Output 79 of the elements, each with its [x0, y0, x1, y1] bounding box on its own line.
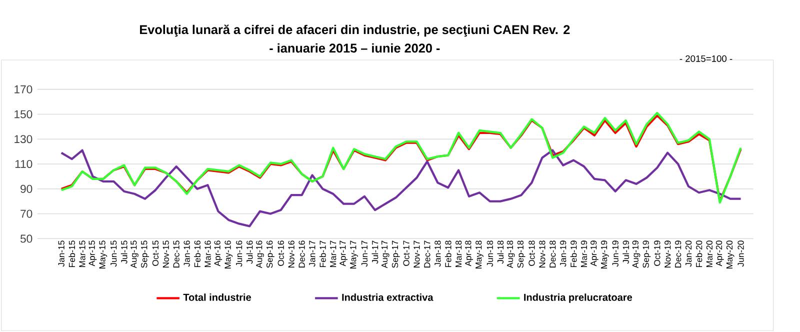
x-tick-label: Sep-19 [642, 240, 651, 268]
y-tick-label: 70 [20, 210, 32, 218]
x-tick-label: Nov-16 [288, 240, 294, 268]
x-tick-label: Mar-18 [456, 240, 462, 267]
x-tick-label: Oct-16 [278, 240, 284, 266]
x-tick-label: Mar-17 [330, 240, 336, 267]
y-tick-label: 50 [20, 234, 32, 243]
x-tick-label: Aug-16 [256, 240, 264, 268]
x-tick-label: Sep-18 [517, 240, 526, 268]
x-tick-label: Jun-17 [361, 240, 368, 267]
x-tick-label: Feb-17 [320, 240, 326, 268]
x-tick-label: Nov-18 [539, 240, 546, 268]
x-tick-label: Jan-17 [309, 240, 316, 267]
x-tick-label: Apr-16 [214, 240, 222, 266]
chart-subtitle: - ianuarie 2015 – iunie 2020 - [270, 43, 440, 53]
x-tick-label: Mar-16 [204, 240, 211, 267]
legend-label: Industria prelucratoare [524, 294, 632, 303]
x-tick-label: May-17 [350, 240, 358, 268]
x-tick-label: Mar-15 [79, 240, 86, 267]
legend-label: Industria extractiva [342, 294, 434, 301]
x-tick-label: Jun-15 [110, 240, 117, 267]
y-tick-label: 150 [14, 110, 32, 118]
y-tick-label: 130 [14, 135, 32, 144]
y-tick-label: 170 [14, 85, 32, 94]
x-tick-label: Jun-16 [236, 240, 242, 267]
x-tick-label: Jun-18 [486, 240, 493, 267]
x-tick-label: Dec-17 [424, 240, 430, 268]
x-tick-label: Dec-19 [675, 240, 682, 268]
x-tick-label: Aug-18 [506, 240, 515, 268]
x-tick-label: May-15 [99, 240, 108, 268]
x-tick-label: Aug-17 [382, 240, 390, 268]
x-tick-label: Dec-15 [173, 240, 180, 268]
x-tick-label: Jan-16 [184, 240, 190, 267]
x-tick-label: Jan-15 [58, 240, 64, 267]
x-tick-label: Mar-19 [580, 240, 588, 267]
x-tick-label: Oct-19 [654, 240, 660, 266]
x-tick-label: Nov-19 [664, 240, 671, 268]
x-tick-label: May-19 [600, 240, 609, 268]
x-tick-label: Nov-17 [414, 240, 420, 268]
x-tick-label: Oct-15 [152, 240, 159, 266]
x-tick-label: Sep-15 [141, 240, 149, 268]
y-tick-label: 110 [15, 160, 32, 168]
x-tick-label: Dec-18 [550, 240, 556, 268]
text: - 2015=100 - [680, 55, 732, 62]
x-tick-label: Oct-17 [403, 240, 410, 266]
x-tick-label: Jun-20 [738, 240, 744, 267]
x-tick-label: Oct-18 [528, 240, 535, 266]
x-tick-label: Jul-16 [246, 240, 253, 264]
x-tick-label: Aug-19 [632, 240, 640, 268]
x-tick-label: Feb-20 [696, 240, 702, 268]
x-tick-label: Jan-18 [434, 240, 441, 267]
x-tick-label: Sep-17 [392, 240, 400, 268]
x-tick-label: May-16 [224, 240, 233, 268]
chart-title: Evoluţia lunară a cifrei de afaceri din industrie, pe secţiuni CAEN Rev. 2 [140, 24, 570, 37]
y-tick-label: 90 [20, 184, 32, 193]
x-tick-label: Jun-19 [612, 240, 618, 267]
x-tick-label: Jan-20 [685, 240, 692, 267]
x-tick-label: Feb-18 [444, 240, 452, 268]
x-tick-label: Feb-16 [194, 240, 200, 268]
x-tick-label: Sep-16 [266, 240, 274, 268]
x-tick-label: Jul-17 [372, 240, 378, 264]
x-tick-label: Jan-19 [560, 240, 566, 267]
x-tick-label: Apr-19 [590, 240, 598, 266]
x-tick-label: May-18 [476, 240, 484, 268]
x-tick-label: Nov-15 [162, 240, 169, 268]
x-tick-label: Apr-17 [340, 240, 348, 266]
x-tick-label: Jul-18 [497, 240, 504, 264]
x-tick-label: Dec-16 [298, 240, 305, 268]
x-tick-label: Jul-19 [622, 240, 629, 264]
x-tick-label: Aug-15 [130, 240, 138, 268]
legend-label: Total industrie [183, 294, 251, 301]
x-tick-label: Apr-18 [465, 240, 473, 266]
x-tick-label: Apr-20 [716, 240, 724, 266]
x-tick-label: Apr-15 [88, 240, 97, 266]
x-tick-label: May-20 [726, 240, 734, 268]
x-tick-label: Feb-19 [570, 240, 577, 268]
x-tick-label: Feb-15 [68, 240, 76, 268]
x-tick-label: Jul-15 [120, 240, 128, 264]
x-tick-label: Mar-20 [706, 240, 712, 267]
